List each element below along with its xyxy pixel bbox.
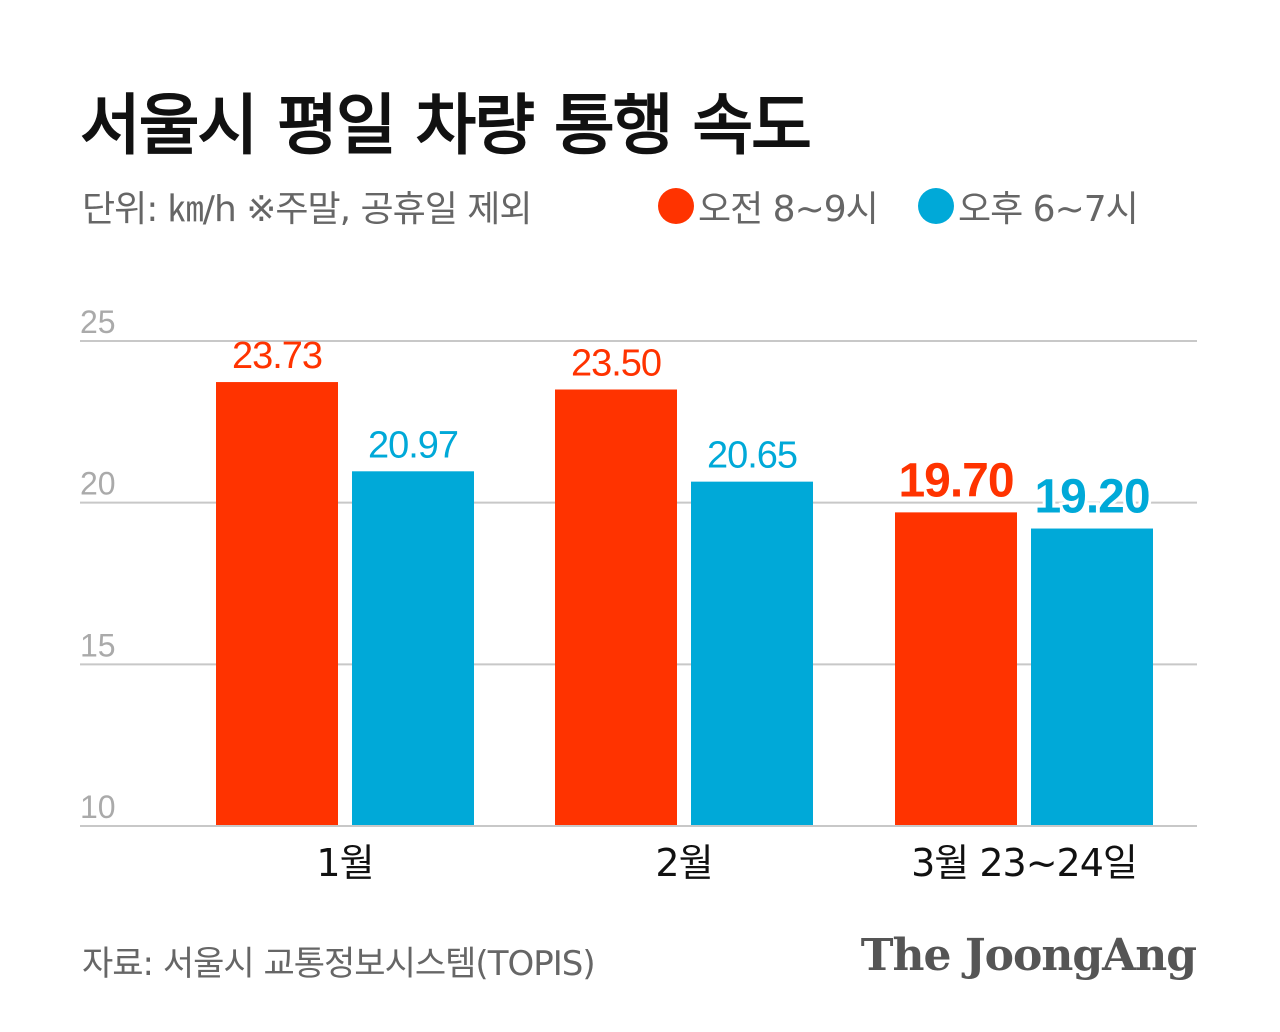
data-label: 23.50 (571, 343, 661, 385)
bar (691, 481, 813, 826)
legend-item-evening: 오후 6~7시 (918, 180, 1139, 232)
data-label: 19.20 (1034, 471, 1149, 524)
data-label: 20.97 (368, 424, 458, 466)
brand-logo: The JoongAng (860, 930, 1197, 981)
legend-dot-morning (658, 188, 694, 224)
chart-title: 서울시 평일 차량 통행 속도 (80, 87, 812, 164)
data-label: 23.73 (232, 335, 322, 377)
y-tick-label: 15 (80, 627, 116, 663)
x-tick-label: 3월 23~24일 (911, 841, 1137, 885)
legend-label-evening: 오후 6~7시 (958, 189, 1139, 230)
y-tick-label: 25 (80, 304, 116, 340)
bar (895, 512, 1017, 826)
chart-subtitle: 단위: ㎞/h ※주말, 공휴일 제외 (82, 189, 533, 230)
source-note: 자료: 서울시 교통정보시스템(TOPIS) (82, 944, 596, 984)
bar (555, 389, 677, 826)
x-tick-label: 2월 (655, 841, 712, 885)
legend-label-morning: 오전 8~9시 (698, 189, 879, 230)
legend-dot-evening (918, 188, 954, 224)
x-tick-label: 1월 (316, 841, 373, 885)
y-tick-label: 20 (80, 466, 116, 502)
bar (352, 471, 474, 826)
legend-item-morning: 오전 8~9시 (658, 180, 879, 232)
y-tick-label: 10 (80, 789, 116, 825)
data-label: 19.70 (898, 454, 1013, 507)
bar (1031, 528, 1153, 826)
data-label: 20.65 (707, 435, 797, 477)
bar (216, 382, 338, 826)
